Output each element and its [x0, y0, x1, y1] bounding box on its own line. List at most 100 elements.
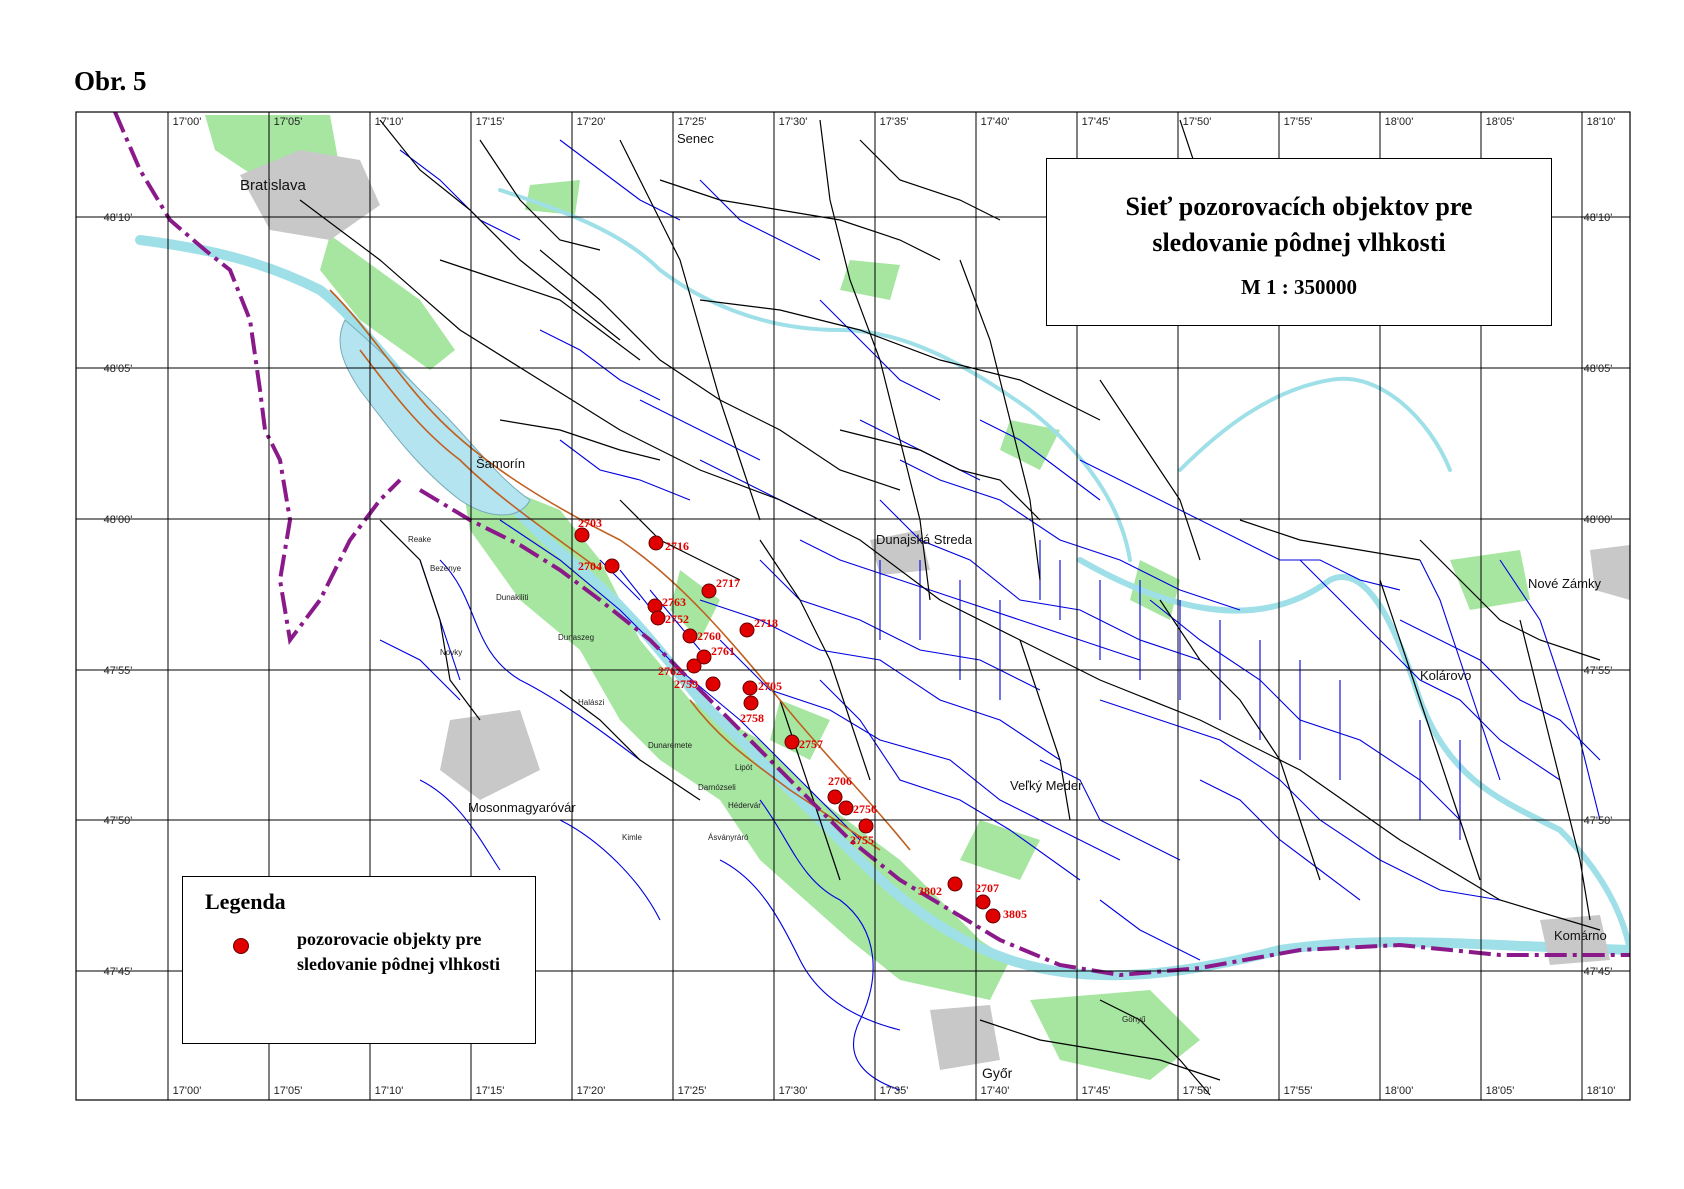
svg-text:2706: 2706 — [828, 774, 852, 788]
longitude-label: 18'00' — [1385, 116, 1414, 128]
longitude-label: 17'15' — [476, 116, 505, 128]
observation-point[interactable]: 2704 — [578, 558, 620, 574]
longitude-label: 17'05' — [274, 1085, 303, 1097]
longitude-label: 17'05' — [274, 116, 303, 128]
longitude-label: 18'05' — [1486, 1085, 1515, 1097]
reservoir — [339, 319, 531, 516]
figure-label: Obr. 5 — [74, 66, 147, 96]
observation-point[interactable]: 3805 — [985, 907, 1027, 924]
svg-text:2759: 2759 — [674, 677, 698, 691]
place-dunajska-streda: Dunajská Streda — [876, 532, 973, 547]
title-box: Sieť pozorovacích objektov pre sledovani… — [1046, 158, 1552, 326]
svg-text:2761: 2761 — [711, 644, 735, 658]
legend-point-symbol — [233, 938, 249, 954]
legend: Legenda pozorovacie objekty pre sledovan… — [182, 876, 536, 1044]
longitude-label: 17'25' — [678, 116, 707, 128]
svg-text:2704: 2704 — [578, 559, 602, 573]
longitude-label: 17'55' — [1284, 116, 1313, 128]
latitude-labels-left: 48'10' 48'05' 48'00' 47'55' 47'50' 47'45' — [104, 212, 133, 978]
svg-text:2716: 2716 — [665, 539, 689, 553]
latitude-label: 48'10' — [1584, 212, 1613, 224]
latitude-label: 48'05' — [1584, 363, 1613, 375]
map-frame — [75, 111, 1631, 1101]
observation-point[interactable]: 2758 — [740, 695, 764, 725]
longitude-label: 17'50' — [1183, 1085, 1212, 1097]
latitude-label: 48'00' — [104, 514, 133, 526]
place-dunaszeg: Dunaszeg — [558, 633, 594, 642]
place-gyor: Győr — [982, 1065, 1013, 1081]
longitude-label: 17'55' — [1284, 1085, 1313, 1097]
observation-point[interactable]: 2761 — [696, 644, 735, 665]
svg-text:2718: 2718 — [754, 616, 778, 630]
longitude-label: 17'45' — [1082, 1085, 1111, 1097]
place-bratislava: Bratislava — [240, 177, 307, 194]
observation-point[interactable]: 2717 — [701, 576, 740, 599]
svg-text:2703: 2703 — [578, 516, 602, 530]
longitude-label: 17'25' — [678, 1085, 707, 1097]
svg-text:2758: 2758 — [740, 711, 764, 725]
longitude-label: 17'00' — [173, 116, 202, 128]
longitude-label: 17'35' — [880, 1085, 909, 1097]
observation-point[interactable]: 2759 — [674, 676, 721, 692]
svg-text:2762: 2762 — [658, 664, 682, 678]
map-scale: M 1 : 350000 — [1240, 275, 1358, 299]
longitude-label: 17'30' — [779, 116, 808, 128]
place-halaszi: Halászi — [578, 698, 604, 707]
observation-point[interactable]: 2763 — [647, 595, 686, 614]
svg-text:2752: 2752 — [665, 612, 689, 626]
observation-point[interactable]: 2760 — [682, 628, 721, 644]
state-border — [113, 112, 1630, 978]
longitude-label: 17'20' — [577, 116, 606, 128]
place-velky-meder: Veľký Meder — [1010, 778, 1083, 793]
observation-point[interactable]: 2718 — [739, 616, 778, 638]
latitude-label: 47'55' — [1584, 665, 1613, 677]
place-nove-zamky: Nové Zámky — [1528, 576, 1601, 591]
place-komarno: Komárno — [1554, 928, 1607, 943]
longitude-label: 17'15' — [476, 1085, 505, 1097]
longitude-labels-bottom: 17'00' 17'05' 17'10' 17'15' 17'20' 17'25' 17'3… — [173, 1085, 1616, 1097]
observation-point[interactable]: 2752 — [650, 610, 689, 626]
latitude-label: 47'55' — [104, 665, 133, 677]
latitude-label: 48'05' — [104, 363, 133, 375]
place-senec: Senec — [677, 131, 714, 146]
longitude-label: 17'20' — [577, 1085, 606, 1097]
observation-point[interactable]: 2706 — [827, 774, 852, 805]
place-bezenye: Bezenye — [430, 564, 462, 573]
observation-point[interactable]: 2707 — [975, 881, 999, 910]
place-names: Bratislava Senec Šamorín Dunajská Streda… — [240, 131, 1607, 1081]
place-lipot: Lipót — [735, 763, 753, 772]
legend-item-label: pozorovacie objekty pre sledovanie pôdne… — [297, 929, 501, 974]
place-kolarovo: Kolárovo — [1420, 668, 1471, 683]
latitude-label: 47'50' — [1584, 815, 1613, 827]
observation-point[interactable]: 3802 — [918, 876, 963, 898]
observation-point[interactable]: 2703 — [574, 516, 602, 543]
svg-text:2756: 2756 — [853, 802, 877, 816]
place-novky: Novky — [440, 648, 462, 657]
map-title: Sieť pozorovacích objektov pre sledovani… — [1125, 192, 1473, 257]
longitude-label: 17'40' — [981, 1085, 1010, 1097]
longitude-label: 17'35' — [880, 116, 909, 128]
longitude-label: 18'10' — [1587, 116, 1616, 128]
place-hedervar: Hédervár — [728, 801, 761, 810]
svg-text:2763: 2763 — [662, 595, 686, 609]
longitude-label: 18'10' — [1587, 1085, 1616, 1097]
longitude-label: 17'45' — [1082, 116, 1111, 128]
longitude-label: 18'00' — [1385, 1085, 1414, 1097]
legend-title: Legenda — [205, 889, 286, 914]
place-dunakiliti: Dunakiliti — [496, 593, 529, 602]
observation-point[interactable]: 2716 — [648, 535, 689, 553]
observation-point[interactable]: 2705 — [742, 679, 782, 696]
observation-point[interactable]: 2762 — [658, 658, 702, 678]
svg-text:2707: 2707 — [975, 881, 999, 895]
observation-point[interactable]: 2757 — [784, 734, 823, 751]
observation-point[interactable]: 2755 — [850, 818, 874, 847]
place-darnozseli: Darnózseli — [698, 783, 736, 792]
latitude-label: 47'45' — [104, 966, 133, 978]
place-asvanyraro: Ásványráró — [708, 833, 749, 842]
svg-text:2757: 2757 — [799, 737, 823, 751]
observation-point[interactable]: 2756 — [838, 800, 877, 816]
longitude-label: 17'10' — [375, 1085, 404, 1097]
longitude-label: 17'00' — [173, 1085, 202, 1097]
latitude-labels-right: 48'10' 48'05' 48'00' 47'55' 47'50' 47'45' — [1584, 212, 1613, 978]
longitude-label: 17'50' — [1183, 116, 1212, 128]
